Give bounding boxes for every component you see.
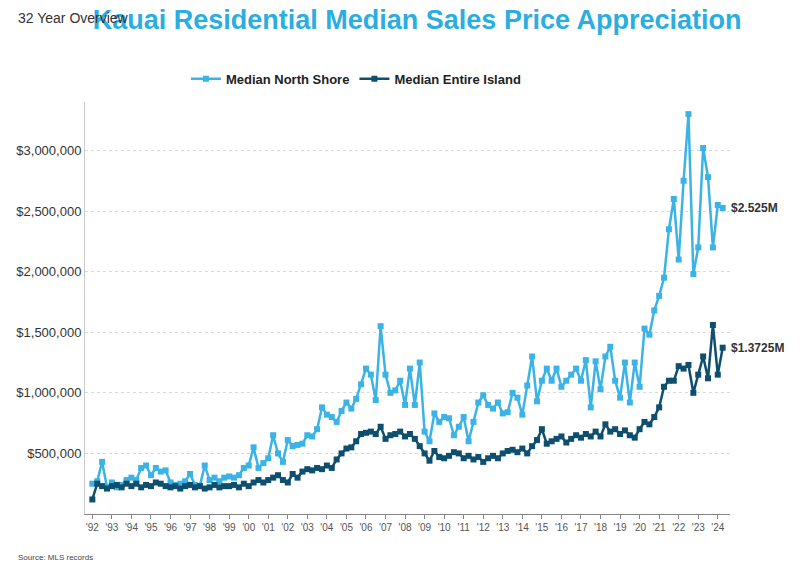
- svg-text:'12: '12: [477, 522, 490, 533]
- svg-text:'17: '17: [574, 522, 587, 533]
- svg-text:'05: '05: [340, 522, 353, 533]
- svg-text:32 Year Overview: 32 Year Overview: [18, 10, 129, 26]
- svg-text:'08: '08: [399, 522, 412, 533]
- svg-text:$2.525M: $2.525M: [731, 201, 778, 215]
- svg-text:'96: '96: [164, 522, 177, 533]
- svg-text:'18: '18: [594, 522, 607, 533]
- svg-text:'93: '93: [105, 522, 118, 533]
- svg-text:$1.3725M: $1.3725M: [731, 341, 784, 355]
- svg-text:'19: '19: [614, 522, 627, 533]
- svg-text:'16: '16: [555, 522, 568, 533]
- svg-text:Median Entire Island: Median Entire Island: [394, 72, 520, 87]
- svg-text:'06: '06: [359, 522, 372, 533]
- svg-text:Kauai Residential Median Sales: Kauai Residential Median Sales Price App…: [93, 5, 742, 35]
- svg-text:$2,000,000: $2,000,000: [16, 264, 81, 279]
- svg-text:'11: '11: [458, 522, 471, 533]
- svg-text:'97: '97: [184, 522, 197, 533]
- svg-text:'02: '02: [281, 522, 294, 533]
- svg-text:'24: '24: [711, 522, 724, 533]
- svg-text:'04: '04: [320, 522, 333, 533]
- svg-text:'15: '15: [535, 522, 548, 533]
- svg-text:'09: '09: [418, 522, 431, 533]
- svg-text:'23: '23: [692, 522, 705, 533]
- svg-text:'21: '21: [653, 522, 666, 533]
- svg-text:'98: '98: [203, 522, 216, 533]
- svg-text:$3,000,000: $3,000,000: [16, 143, 81, 158]
- svg-text:Source: MLS records: Source: MLS records: [18, 553, 93, 562]
- svg-text:$1,000,000: $1,000,000: [16, 385, 81, 400]
- svg-text:'03: '03: [301, 522, 314, 533]
- svg-text:Median North Shore: Median North Shore: [226, 72, 350, 87]
- svg-text:'94: '94: [125, 522, 138, 533]
- svg-text:$2,500,000: $2,500,000: [16, 204, 81, 219]
- svg-text:'01: '01: [262, 522, 275, 533]
- svg-text:'92: '92: [86, 522, 99, 533]
- svg-text:'14: '14: [516, 522, 529, 533]
- svg-text:'00: '00: [242, 522, 255, 533]
- svg-text:'22: '22: [672, 522, 685, 533]
- svg-text:'20: '20: [633, 522, 646, 533]
- svg-text:'13: '13: [496, 522, 509, 533]
- svg-text:'07: '07: [379, 522, 392, 533]
- svg-text:$1,500,000: $1,500,000: [16, 325, 81, 340]
- svg-text:'95: '95: [144, 522, 157, 533]
- svg-text:'99: '99: [223, 522, 236, 533]
- svg-text:'10: '10: [438, 522, 451, 533]
- svg-text:$500,000: $500,000: [27, 446, 81, 461]
